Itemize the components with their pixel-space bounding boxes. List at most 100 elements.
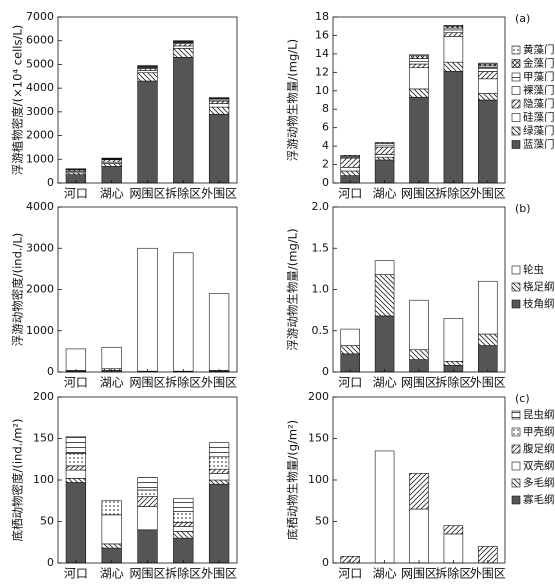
y-tick-label: 2000 [26, 283, 54, 296]
bar-segment [209, 480, 229, 484]
bar-segment [478, 69, 497, 72]
bar-segment [410, 89, 429, 97]
bar-segment [209, 107, 229, 114]
bar-segment [173, 498, 193, 511]
legend-swatch [512, 87, 520, 95]
bar-segment [209, 457, 229, 469]
bar-segment [102, 501, 122, 515]
bar-segment [173, 522, 193, 526]
bar-segment [138, 497, 158, 507]
y-tick-label: 2000 [26, 129, 54, 142]
x-tick-label: 外围区 [201, 567, 237, 581]
y-tick-label: 0 [47, 556, 54, 569]
bar-segment [341, 155, 360, 156]
legend-label: 隐藻门 [523, 97, 555, 110]
bar-segment [209, 473, 229, 480]
x-tick-label: 拆除区 [435, 375, 471, 390]
bar-segment [478, 63, 497, 64]
x-tick-label: 湖心 [373, 186, 397, 201]
legend-label: 裸藻门 [523, 84, 555, 97]
legend-label: 轮虫 [523, 263, 544, 276]
y-tick-label: 5000 [26, 57, 54, 70]
bar-segment [209, 101, 229, 103]
y-tick-label: 6000 [26, 34, 54, 47]
panel: 00.51.01.52.0河口湖心网围区拆除区外围区浮游动物生物量/(mg/L)… [286, 200, 555, 390]
bar-segment [478, 71, 497, 78]
x-tick-label: 网围区 [129, 187, 165, 201]
bar-segment [375, 142, 394, 143]
y-tick-label: 1000 [26, 152, 54, 165]
bar-segment [341, 158, 360, 167]
y-axis-label: 底栖动物生物量/(g/m²) [286, 420, 300, 540]
legend-label: 绿藻门 [523, 124, 555, 137]
bar-segment [173, 253, 193, 371]
legend-label: 甲壳纲 [523, 425, 555, 438]
bar-segment [341, 171, 360, 176]
bar-segment [478, 281, 497, 334]
legend-swatch [512, 445, 520, 453]
bar-segment [444, 71, 463, 183]
y-tick-label: 50 [315, 515, 329, 528]
x-tick-label: 河口 [338, 376, 362, 390]
x-tick-label: 外围区 [470, 567, 506, 581]
legend-label: 双壳纲 [523, 459, 555, 472]
bar-segment [66, 470, 86, 478]
bar-segment [173, 526, 193, 531]
bar-segment [410, 68, 429, 89]
bar-segment [102, 515, 122, 544]
bar-segment [173, 44, 193, 46]
bar-segment [209, 484, 229, 563]
legend-label: 桡足纲 [523, 280, 555, 293]
bar-segment [478, 346, 497, 372]
x-tick-label: 湖心 [373, 375, 397, 390]
y-tick-label: 4000 [26, 200, 54, 213]
bar-segment [138, 507, 158, 530]
bar-segment [102, 347, 122, 368]
x-tick-label: 湖心 [373, 566, 397, 581]
x-tick-label: 网围区 [129, 567, 165, 581]
bar-segment [375, 147, 394, 154]
bar-segment [173, 531, 193, 538]
panel: 01000200030004000河口湖心网围区拆除区外围区浮游动物密度/(in… [11, 200, 238, 390]
legend-label: 蓝藻门 [523, 138, 555, 151]
bar-segment [478, 79, 497, 94]
y-tick-label: 50 [40, 515, 54, 528]
bar-segment [209, 104, 229, 108]
bar-segment [444, 33, 463, 37]
y-tick-label: 2 [322, 158, 329, 171]
x-tick-label: 河口 [64, 376, 88, 390]
y-tick-label: 0.5 [312, 324, 330, 337]
x-tick-label: 拆除区 [165, 375, 201, 390]
y-tick-label: 2.0 [312, 200, 330, 213]
bar-segment [173, 512, 193, 523]
x-tick-label: 湖心 [100, 375, 124, 390]
y-tick-label: 3000 [26, 105, 54, 118]
panel-label: (c) [515, 392, 530, 405]
legend-swatch [512, 462, 520, 470]
bar-segment [478, 334, 497, 346]
bar-segment [341, 346, 360, 354]
bar-segment [410, 97, 429, 183]
legend-label: 腹足纲 [523, 442, 555, 455]
bar-segment [410, 59, 429, 62]
x-tick-label: 网围区 [401, 187, 437, 201]
x-tick-label: 河口 [64, 567, 88, 581]
bar-segment [410, 61, 429, 64]
bar-segment [66, 437, 86, 454]
x-tick-label: 网围区 [401, 567, 437, 581]
bar-segment [375, 154, 394, 157]
y-tick-label: 6 [322, 121, 329, 134]
x-tick-label: 河口 [64, 187, 88, 201]
bar-segment [66, 482, 86, 563]
y-tick-label: 1.5 [312, 241, 330, 254]
bar-segment [410, 509, 429, 563]
y-tick-label: 200 [33, 390, 54, 403]
x-tick-label: 外围区 [201, 376, 237, 390]
bar-segment [66, 466, 86, 470]
y-tick-label: 150 [308, 432, 329, 445]
y-tick-label: 0 [322, 556, 329, 569]
bar-segment [66, 349, 86, 370]
x-tick-label: 拆除区 [165, 566, 201, 581]
x-tick-label: 外围区 [201, 187, 237, 201]
